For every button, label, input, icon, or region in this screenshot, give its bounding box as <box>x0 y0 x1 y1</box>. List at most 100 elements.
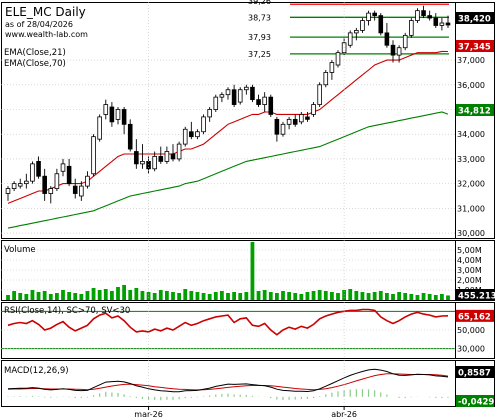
volume-bar <box>122 285 127 300</box>
last-close-tag <box>456 12 494 24</box>
candle <box>354 27 359 41</box>
candle <box>280 121 286 137</box>
candle <box>305 111 310 122</box>
candle-body <box>415 10 420 21</box>
candle <box>262 92 267 112</box>
macd-hist-last-tag <box>456 395 494 407</box>
candle <box>189 121 194 140</box>
candle <box>329 60 335 80</box>
candle-body <box>164 151 170 162</box>
volume-bar <box>244 292 249 300</box>
volume-bar <box>232 292 237 300</box>
volume-bar <box>213 292 218 300</box>
candle-body <box>207 109 212 118</box>
candle <box>244 84 249 95</box>
volume-tick-label: 5,00M <box>457 246 482 255</box>
volume-bar <box>73 293 78 300</box>
as-of-date: as of 28/04/2026 <box>5 20 73 29</box>
rsi-title: RSI(Close,14), SC>70, SV<30 <box>4 306 130 316</box>
legend-ema70: EMA(Close,70) <box>4 59 66 69</box>
candle-body <box>292 118 298 125</box>
rsi-last-tag <box>456 309 494 322</box>
candle-body <box>396 47 402 56</box>
volume-bar <box>195 292 200 300</box>
price-tick-label: 34,000 <box>457 130 485 139</box>
volume-bar <box>354 291 359 300</box>
rsi-tick-label: 50,000 <box>457 326 485 335</box>
volume-bar <box>54 293 59 300</box>
volume-bar <box>311 291 316 300</box>
candle <box>390 40 396 63</box>
candle-body <box>372 12 377 16</box>
volume-bar <box>348 289 353 300</box>
candle-body <box>280 123 286 135</box>
volume-bar <box>134 288 139 300</box>
price-tick-label: 37,000 <box>457 56 485 65</box>
volume-bar <box>274 293 279 300</box>
candle <box>268 94 274 117</box>
volume-bar <box>48 294 53 300</box>
volume-bar <box>336 293 340 300</box>
price-tick-label: 33,000 <box>457 155 485 164</box>
volume-bar <box>293 293 298 300</box>
candle-body <box>390 44 396 56</box>
candle-body <box>366 12 371 21</box>
candle <box>146 156 151 174</box>
candle <box>85 171 90 189</box>
candle <box>48 186 54 204</box>
candle-body <box>439 22 445 26</box>
candle <box>292 114 298 127</box>
candle <box>421 5 426 19</box>
price-panel: 30,00031,00032,00033,00034,00035,00036,0… <box>1 0 494 238</box>
price-level-label: 39,26 <box>248 0 271 6</box>
volume-tick-label: 2,00M <box>457 276 482 285</box>
macd-last-tag <box>456 366 494 378</box>
candle-body <box>127 123 133 150</box>
candle-body <box>103 104 109 115</box>
volume-bar <box>299 294 304 300</box>
candle <box>231 84 237 108</box>
candle <box>11 181 17 192</box>
candle-body <box>66 165 72 185</box>
volume-bar <box>256 291 261 300</box>
candle-body <box>317 84 322 105</box>
candle <box>335 50 341 68</box>
volume-bar <box>427 294 432 300</box>
candle <box>134 139 139 169</box>
candle <box>213 94 219 112</box>
volume-bar <box>421 293 426 300</box>
volume-bar <box>403 293 408 300</box>
candle <box>195 129 200 140</box>
candle <box>5 186 11 201</box>
macd-last-label: 0,8587 <box>458 369 491 379</box>
volume-bar <box>189 291 194 300</box>
volume-bar <box>12 291 17 300</box>
candle-body <box>421 10 426 16</box>
candle-body <box>433 17 439 26</box>
candle-body <box>274 118 280 135</box>
candle <box>201 114 206 135</box>
ema70-last-tag-label: 34,812 <box>458 107 491 117</box>
volume-title: Volume <box>4 245 36 255</box>
candle <box>79 181 84 201</box>
candle <box>127 119 133 152</box>
volume-bar <box>391 294 395 300</box>
candle-body <box>335 52 341 66</box>
candle <box>427 10 432 21</box>
candle-body <box>72 185 78 194</box>
candle <box>415 8 420 24</box>
candle <box>176 141 182 162</box>
candle <box>274 116 280 142</box>
candle-body <box>445 22 451 26</box>
candle-body <box>97 116 102 140</box>
candle-body <box>85 175 90 187</box>
candle-body <box>115 109 121 120</box>
candle-body <box>402 34 408 49</box>
candle <box>103 99 109 120</box>
volume-bar <box>103 289 108 300</box>
candle <box>121 107 127 135</box>
candle <box>60 158 66 177</box>
candle <box>384 23 390 48</box>
volume-bar <box>30 290 35 300</box>
x-tick-label: abr-26 <box>331 410 357 419</box>
